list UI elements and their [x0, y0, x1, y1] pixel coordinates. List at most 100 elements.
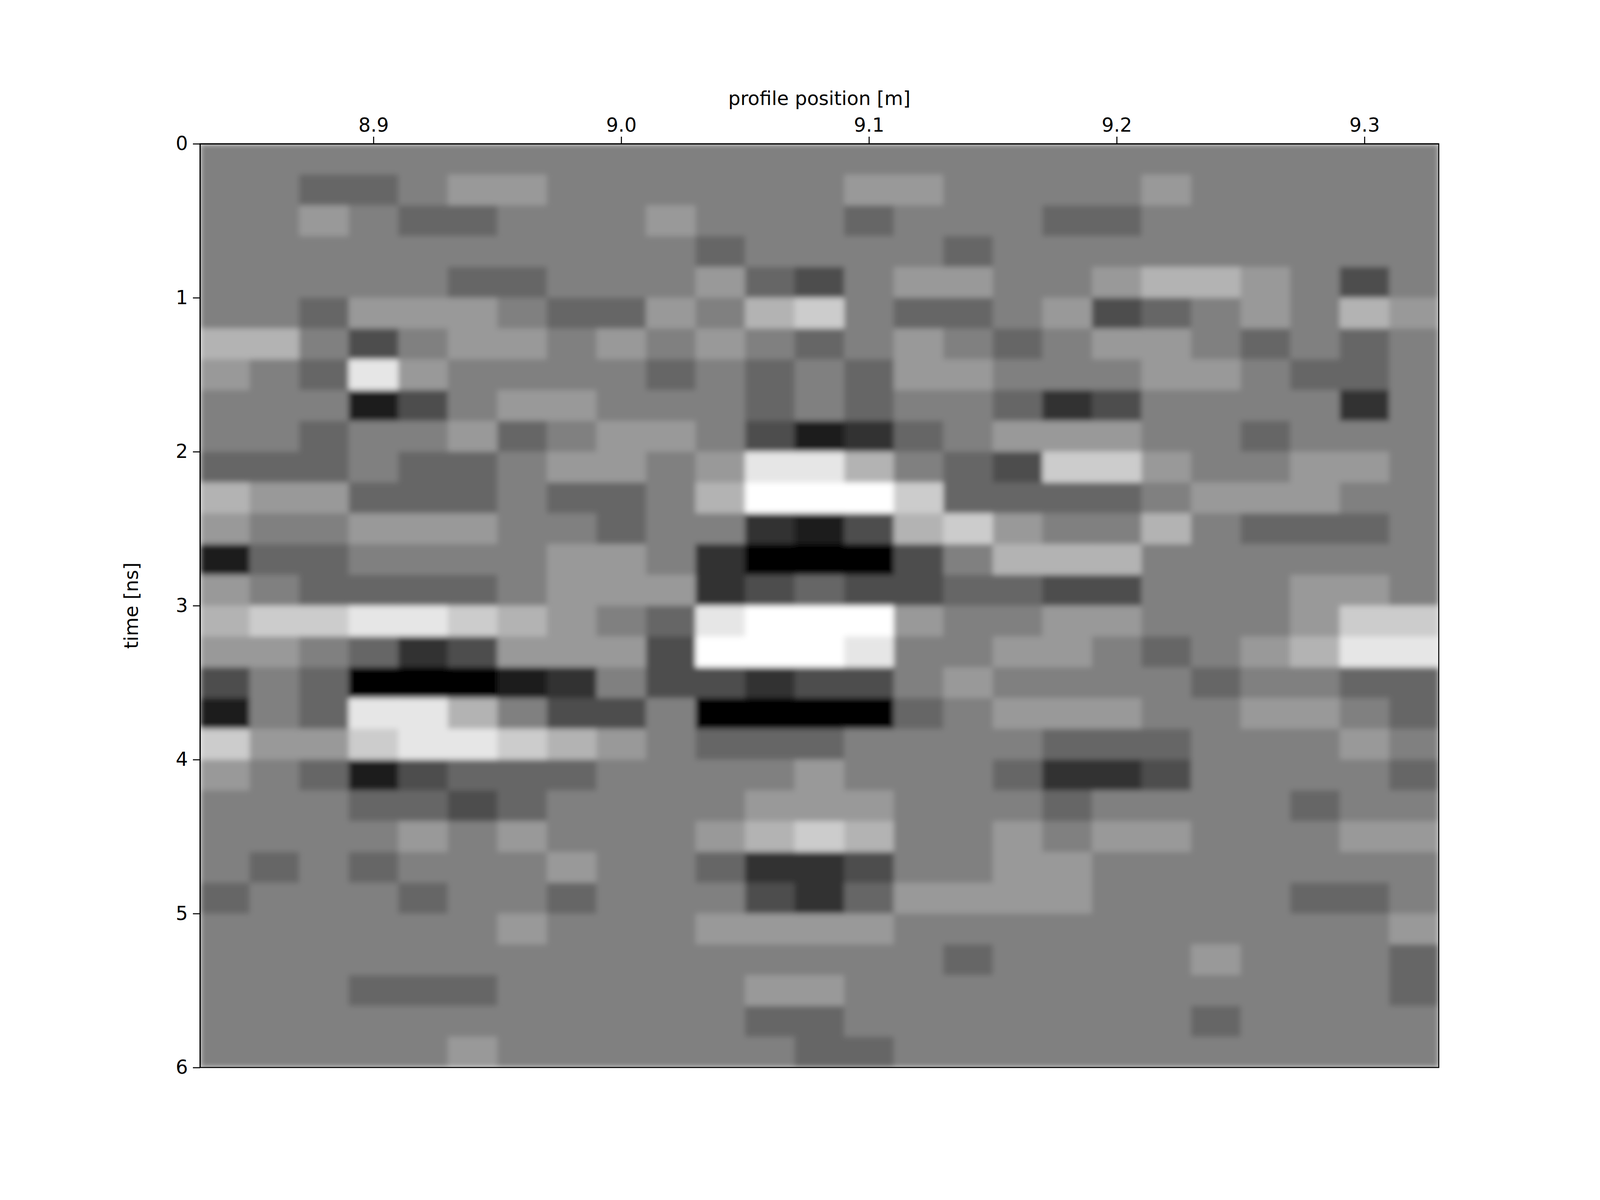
cell [398, 605, 449, 638]
cell [497, 420, 548, 453]
cell [745, 728, 795, 760]
cell [1290, 205, 1340, 237]
cell [943, 390, 994, 422]
cell [398, 882, 449, 915]
cell [1240, 420, 1291, 453]
cell [249, 759, 300, 791]
cell [200, 420, 250, 453]
cell [943, 359, 994, 391]
cell [893, 143, 944, 175]
cell [745, 913, 795, 945]
cell [249, 1036, 300, 1068]
cell [200, 882, 250, 915]
cell [1290, 451, 1340, 483]
cell [1389, 882, 1439, 915]
cell [1240, 513, 1291, 545]
cell [645, 944, 696, 976]
cell [497, 236, 548, 268]
cell [546, 667, 597, 699]
cell [1141, 852, 1192, 884]
cell [943, 451, 994, 483]
cell [1042, 143, 1093, 175]
cell [497, 390, 548, 422]
cell [348, 513, 399, 545]
cell [447, 975, 498, 1007]
cell [546, 759, 597, 791]
cell [794, 913, 845, 945]
cell [447, 1005, 498, 1038]
cell [893, 267, 944, 299]
cell [249, 174, 300, 206]
cell [1389, 667, 1439, 699]
cell [695, 328, 746, 360]
cell [348, 852, 399, 884]
cell [596, 174, 647, 206]
cell [1190, 728, 1241, 760]
cell [992, 821, 1043, 853]
cell [1339, 605, 1390, 638]
tick-label: 9.2 [1101, 113, 1133, 137]
cell [1290, 544, 1340, 576]
cell [1141, 882, 1192, 915]
cell [1290, 1005, 1340, 1038]
cell [1240, 975, 1291, 1007]
cell [200, 975, 250, 1007]
cell [348, 667, 399, 699]
cell [249, 205, 300, 237]
cell [398, 236, 449, 268]
cell [645, 852, 696, 884]
cell [844, 143, 895, 175]
cell [794, 1036, 845, 1068]
cell [943, 174, 994, 206]
cell [200, 451, 250, 483]
cell [645, 790, 696, 822]
cell [546, 575, 597, 607]
tick-label: 3 [175, 594, 188, 617]
cell [645, 636, 696, 668]
cells [200, 143, 1439, 1068]
cell [695, 513, 746, 545]
cell [992, 882, 1043, 915]
cell [249, 697, 300, 730]
cell [546, 297, 597, 330]
cell [645, 174, 696, 206]
cell [893, 790, 944, 822]
x-axis-title: profile position [m] [728, 87, 911, 110]
cell [844, 790, 895, 822]
cell [1339, 852, 1390, 884]
cell [1339, 390, 1390, 422]
cell [745, 513, 795, 545]
cell [249, 297, 300, 330]
cell [200, 1036, 250, 1068]
cell [844, 975, 895, 1007]
cell [893, 605, 944, 638]
cell [1092, 267, 1143, 299]
cell [1141, 267, 1192, 299]
cell [1389, 759, 1439, 791]
cell [794, 821, 845, 853]
cell [1389, 482, 1439, 514]
cell [200, 359, 250, 391]
cell [447, 944, 498, 976]
cell [249, 913, 300, 945]
cell [794, 205, 845, 237]
cell [1092, 790, 1143, 822]
cell [794, 544, 845, 576]
cell [348, 790, 399, 822]
cell [596, 605, 647, 638]
cell [1190, 944, 1241, 976]
cell [1290, 267, 1340, 299]
cell [1339, 667, 1390, 699]
cell [1190, 513, 1241, 545]
cell [645, 575, 696, 607]
cell [348, 390, 399, 422]
cell [200, 944, 250, 976]
cell [596, 697, 647, 730]
tick-mark [192, 451, 200, 453]
cell [596, 852, 647, 884]
cell [1339, 297, 1390, 330]
cell [200, 667, 250, 699]
cell [596, 236, 647, 268]
cell [447, 451, 498, 483]
tick-mark [1364, 136, 1366, 144]
